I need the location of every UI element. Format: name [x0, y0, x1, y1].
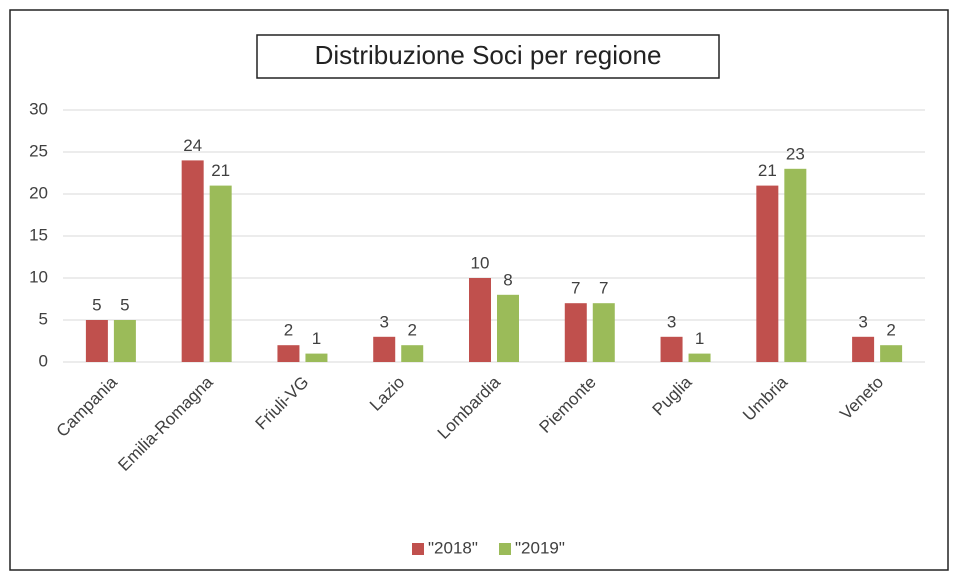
value-label: 2 [886, 321, 895, 340]
value-label: 10 [471, 253, 490, 272]
value-label: 2 [284, 321, 293, 340]
bar [497, 294, 519, 362]
y-tick-label: 20 [29, 183, 48, 202]
value-label: 7 [599, 279, 608, 298]
bar [373, 336, 396, 362]
value-label: 24 [183, 136, 202, 155]
legend-swatch [412, 543, 424, 555]
legend-swatch [499, 543, 511, 555]
value-label: 1 [312, 329, 321, 348]
value-label: 2 [407, 321, 416, 340]
y-tick-label: 30 [29, 99, 48, 118]
y-tick-label: 10 [29, 267, 48, 286]
legend-label: "2019" [515, 538, 565, 557]
bar [209, 185, 232, 362]
value-label: 5 [120, 295, 129, 314]
bar [85, 320, 108, 362]
y-tick-label: 0 [39, 351, 48, 370]
bar [852, 336, 875, 362]
y-tick-label: 25 [29, 141, 48, 160]
bar [181, 160, 204, 362]
value-label: 7 [571, 279, 580, 298]
bar [688, 353, 711, 362]
title-box [256, 34, 720, 79]
value-label: 5 [92, 295, 101, 314]
bar [564, 303, 587, 362]
bar [277, 345, 300, 362]
chart-title: Distribuzione Soci per regione [315, 40, 662, 70]
bar [660, 336, 683, 362]
bar [756, 185, 779, 362]
bar [469, 278, 491, 362]
value-label: 23 [786, 144, 805, 163]
value-label: 3 [858, 312, 867, 331]
y-tick-label: 5 [39, 309, 48, 328]
y-tick-label: 15 [29, 225, 48, 244]
value-label: 21 [758, 161, 777, 180]
bar [784, 168, 807, 362]
value-label: 3 [379, 312, 388, 331]
value-label: 21 [211, 161, 230, 180]
value-label: 1 [695, 329, 704, 348]
value-label: 3 [667, 312, 676, 331]
legend-label: "2018" [428, 538, 478, 557]
bar [113, 320, 136, 362]
bar [305, 353, 328, 362]
value-label: 8 [503, 270, 512, 289]
bar [401, 345, 424, 362]
bar [592, 303, 615, 362]
bar [880, 345, 903, 362]
